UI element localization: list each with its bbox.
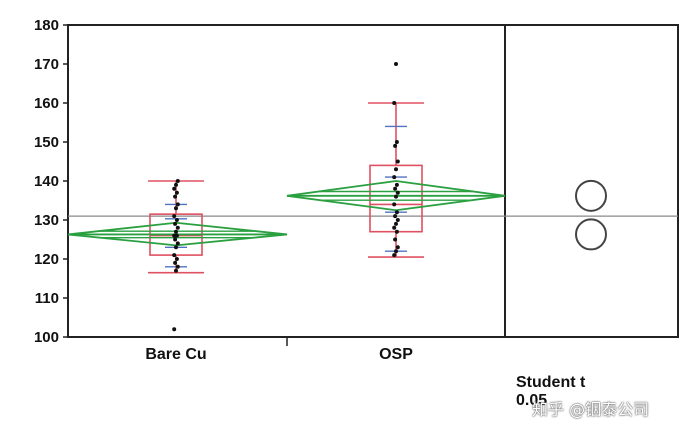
data-point bbox=[395, 190, 400, 195]
data-point bbox=[392, 202, 397, 207]
axes: 100 110 120 130 140 150 160 170 180 Bare Cu OSP bbox=[34, 17, 679, 363]
plot-frame bbox=[67, 24, 506, 338]
data-point bbox=[173, 260, 178, 265]
data-point bbox=[175, 179, 180, 183]
y-tick-label: 100 bbox=[34, 329, 59, 346]
data-point bbox=[172, 214, 177, 219]
data-point bbox=[394, 194, 398, 199]
data-point bbox=[175, 264, 180, 269]
data-point bbox=[395, 218, 400, 222]
data-point bbox=[172, 327, 177, 332]
comparison-circle bbox=[575, 179, 607, 212]
y-tick-label: 130 bbox=[34, 212, 59, 229]
data-point bbox=[392, 175, 397, 180]
comparison-circles-panel bbox=[575, 179, 607, 251]
y-tick-label: 120 bbox=[34, 251, 59, 268]
data-point bbox=[393, 186, 398, 191]
y-tick-label: 150 bbox=[34, 134, 59, 151]
x-category-label: Bare Cu bbox=[145, 346, 206, 363]
data-point bbox=[394, 167, 398, 172]
data-point bbox=[175, 241, 180, 246]
data-point bbox=[175, 202, 180, 207]
watermark: 知乎 @铟泰公司 bbox=[532, 400, 650, 419]
data-point bbox=[395, 245, 400, 250]
chart-marks bbox=[67, 62, 506, 332]
data-point bbox=[173, 221, 178, 226]
data-point bbox=[175, 225, 180, 230]
y-tick-label: 180 bbox=[34, 17, 59, 34]
comparison-circle bbox=[575, 218, 607, 251]
student-t-label: Student t 0.05 bbox=[516, 374, 585, 410]
data-point bbox=[394, 249, 398, 254]
data-point bbox=[172, 253, 177, 258]
data-point bbox=[174, 218, 179, 222]
data-point bbox=[394, 182, 399, 187]
data-point bbox=[174, 245, 178, 250]
data-point bbox=[393, 143, 398, 148]
data-point bbox=[172, 186, 177, 191]
data-point bbox=[172, 233, 177, 238]
data-point bbox=[394, 62, 398, 66]
data-point bbox=[173, 237, 178, 242]
data-point bbox=[395, 159, 400, 164]
y-tick-label: 170 bbox=[34, 56, 59, 73]
data-point bbox=[394, 140, 399, 144]
y-tick-label: 110 bbox=[35, 290, 59, 307]
data-point bbox=[394, 210, 399, 215]
data-point bbox=[174, 190, 179, 195]
data-point bbox=[392, 101, 397, 105]
x-category-label: OSP bbox=[379, 346, 413, 363]
alpha-value: 0.05 bbox=[516, 392, 548, 409]
data-point bbox=[174, 257, 179, 261]
data-point bbox=[394, 221, 398, 226]
data-point bbox=[393, 237, 398, 242]
y-tick-label: 160 bbox=[34, 95, 59, 112]
data-point bbox=[174, 182, 178, 187]
data-point bbox=[174, 268, 178, 273]
circles-frame bbox=[504, 24, 679, 338]
data-point bbox=[393, 214, 398, 219]
data-point bbox=[173, 194, 178, 199]
data-point bbox=[392, 225, 397, 230]
data-point bbox=[394, 229, 399, 234]
data-point bbox=[392, 253, 397, 258]
y-tick-label: 140 bbox=[34, 173, 59, 190]
test-name: Student t bbox=[516, 374, 586, 391]
data-point bbox=[174, 206, 178, 211]
data-point bbox=[174, 229, 178, 234]
